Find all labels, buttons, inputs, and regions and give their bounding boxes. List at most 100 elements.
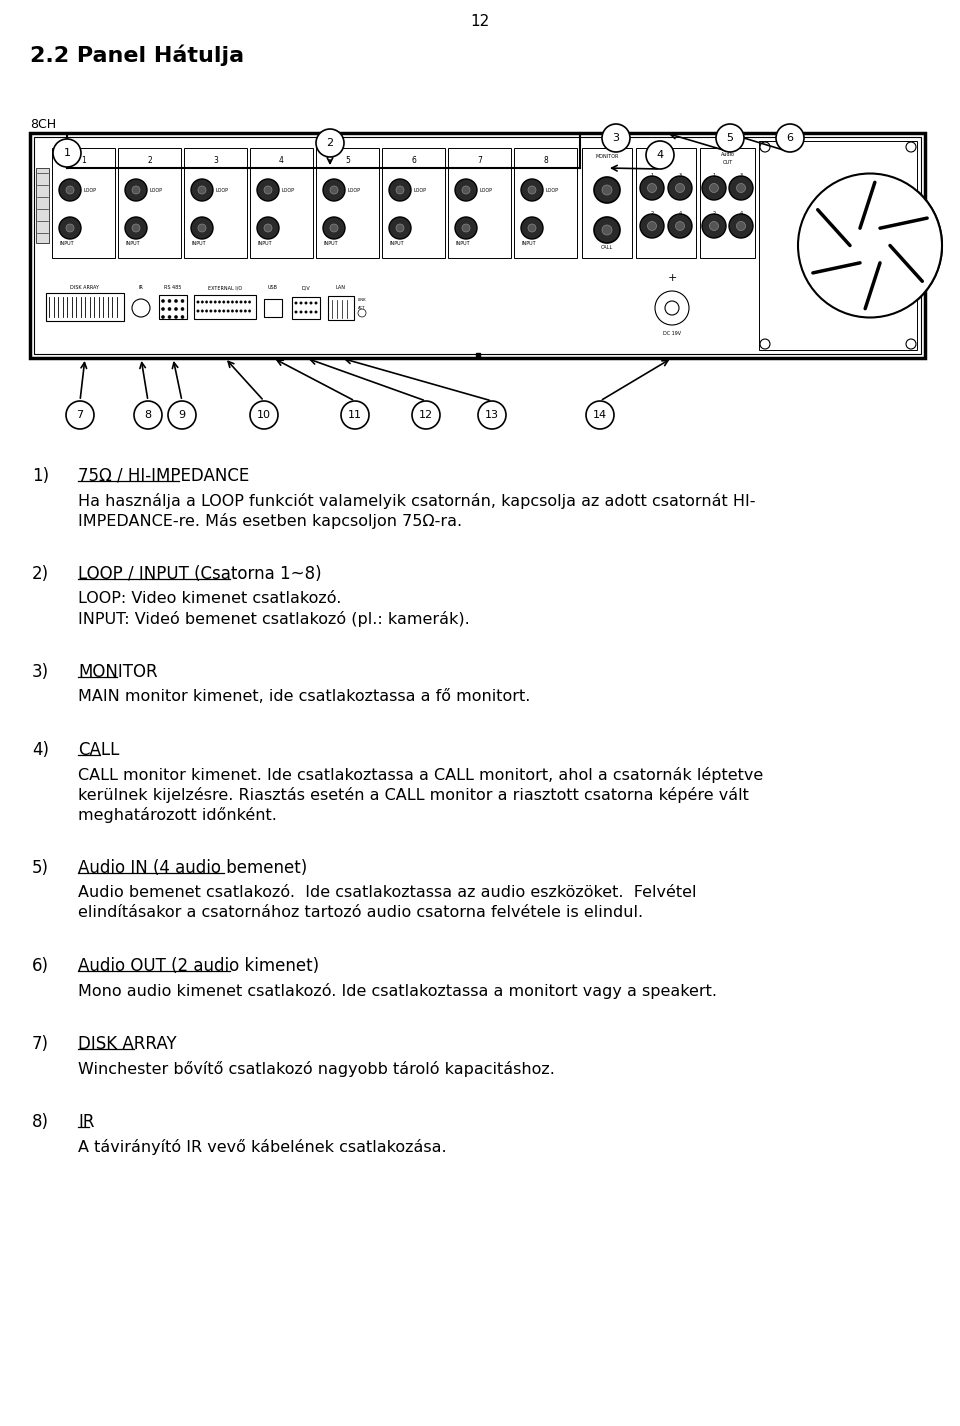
Circle shape — [760, 143, 770, 153]
Circle shape — [478, 401, 506, 429]
Text: 3: 3 — [739, 173, 743, 178]
Text: 7: 7 — [77, 411, 84, 421]
Circle shape — [776, 124, 804, 153]
Text: Audio bemenet csatlakozó.  Ide csatlakoztassa az audio eszközöket.  Felvétel: Audio bemenet csatlakozó. Ide csatlakozt… — [78, 886, 697, 900]
Text: MONITOR: MONITOR — [78, 663, 157, 682]
Circle shape — [665, 301, 679, 315]
Circle shape — [315, 311, 317, 314]
Circle shape — [676, 184, 684, 193]
Text: 4: 4 — [679, 211, 682, 215]
Circle shape — [181, 315, 184, 318]
Text: EXTERNAL I/O: EXTERNAL I/O — [208, 285, 242, 289]
Circle shape — [310, 302, 312, 304]
Circle shape — [257, 217, 279, 240]
Text: INPUT: INPUT — [257, 241, 272, 247]
Circle shape — [240, 309, 242, 312]
Circle shape — [521, 180, 543, 201]
Circle shape — [412, 401, 440, 429]
Text: Audio: Audio — [721, 153, 734, 157]
Text: Ha használja a LOOP funkciót valamelyik csatornán, kapcsolja az adott csatornát : Ha használja a LOOP funkciót valamelyik … — [78, 493, 756, 509]
Text: DISK ARRAY: DISK ARRAY — [70, 285, 100, 289]
Bar — [382, 148, 445, 258]
Text: 1: 1 — [63, 148, 70, 158]
Text: 2: 2 — [712, 211, 715, 215]
Text: LOOP: LOOP — [480, 187, 493, 193]
Circle shape — [295, 302, 298, 304]
Circle shape — [330, 185, 338, 194]
Circle shape — [168, 308, 171, 311]
Circle shape — [181, 308, 184, 311]
Circle shape — [198, 224, 206, 232]
Text: 3: 3 — [213, 155, 218, 165]
Circle shape — [760, 339, 770, 349]
Circle shape — [798, 174, 942, 318]
Circle shape — [250, 401, 278, 429]
Circle shape — [304, 311, 307, 314]
Circle shape — [640, 175, 664, 200]
Text: 3: 3 — [612, 133, 619, 143]
Text: meghatározott időnként.: meghatározott időnként. — [78, 807, 276, 823]
Text: MAIN monitor kimenet, ide csatlakoztassa a fő monitort.: MAIN monitor kimenet, ide csatlakoztassa… — [78, 689, 530, 704]
Circle shape — [455, 180, 477, 201]
Circle shape — [205, 301, 207, 304]
Circle shape — [358, 309, 366, 317]
Bar — [36, 168, 49, 242]
Circle shape — [906, 339, 916, 349]
Text: IR: IR — [78, 1114, 94, 1131]
Circle shape — [716, 124, 744, 153]
Circle shape — [214, 309, 216, 312]
Circle shape — [168, 299, 171, 302]
Bar — [636, 148, 696, 258]
Circle shape — [647, 221, 657, 231]
Circle shape — [709, 221, 718, 231]
Text: D/V: D/V — [301, 285, 310, 289]
Circle shape — [66, 224, 74, 232]
Circle shape — [240, 301, 242, 304]
Circle shape — [455, 217, 477, 240]
Circle shape — [249, 309, 251, 312]
Circle shape — [586, 401, 614, 429]
Text: LOOP: LOOP — [546, 187, 559, 193]
Circle shape — [209, 301, 212, 304]
Text: 1): 1) — [32, 466, 49, 485]
Circle shape — [462, 185, 470, 194]
Circle shape — [244, 309, 247, 312]
Circle shape — [168, 401, 196, 429]
Circle shape — [223, 301, 225, 304]
Circle shape — [906, 143, 916, 153]
Text: DISK ARRAY: DISK ARRAY — [78, 1035, 177, 1052]
Circle shape — [709, 184, 718, 193]
Circle shape — [53, 138, 81, 167]
Text: 5: 5 — [345, 155, 350, 165]
Text: kerülnek kijelzésre. Riasztás esetén a CALL monitor a riasztott csatorna képére : kerülnek kijelzésre. Riasztás esetén a C… — [78, 787, 749, 803]
Text: LOOP: Video kimenet csatlakozó.: LOOP: Video kimenet csatlakozó. — [78, 590, 342, 606]
Text: 4): 4) — [32, 742, 49, 759]
Bar — [292, 297, 320, 319]
Bar — [448, 148, 511, 258]
Bar — [159, 295, 187, 319]
Circle shape — [235, 301, 238, 304]
Circle shape — [175, 315, 178, 318]
Circle shape — [231, 301, 233, 304]
Text: INPUT: INPUT — [191, 241, 205, 247]
Text: 2: 2 — [326, 138, 333, 148]
Bar — [264, 299, 282, 317]
Text: ACT: ACT — [358, 307, 366, 309]
Circle shape — [668, 175, 692, 200]
Circle shape — [227, 309, 229, 312]
Circle shape — [602, 225, 612, 235]
Circle shape — [197, 309, 200, 312]
Bar — [759, 141, 917, 349]
Text: LOOP: LOOP — [348, 187, 361, 193]
Text: 8: 8 — [543, 155, 548, 165]
Circle shape — [702, 175, 726, 200]
Circle shape — [389, 180, 411, 201]
Text: IMPEDANCE-re. Más esetben kapcsoljon 75Ω-ra.: IMPEDANCE-re. Más esetben kapcsoljon 75Ω… — [78, 513, 462, 529]
Bar — [514, 148, 577, 258]
Text: INPUT: INPUT — [125, 241, 139, 247]
Circle shape — [175, 308, 178, 311]
Text: INPUT: INPUT — [521, 241, 536, 247]
Bar — [582, 148, 632, 258]
Circle shape — [462, 224, 470, 232]
Circle shape — [257, 180, 279, 201]
